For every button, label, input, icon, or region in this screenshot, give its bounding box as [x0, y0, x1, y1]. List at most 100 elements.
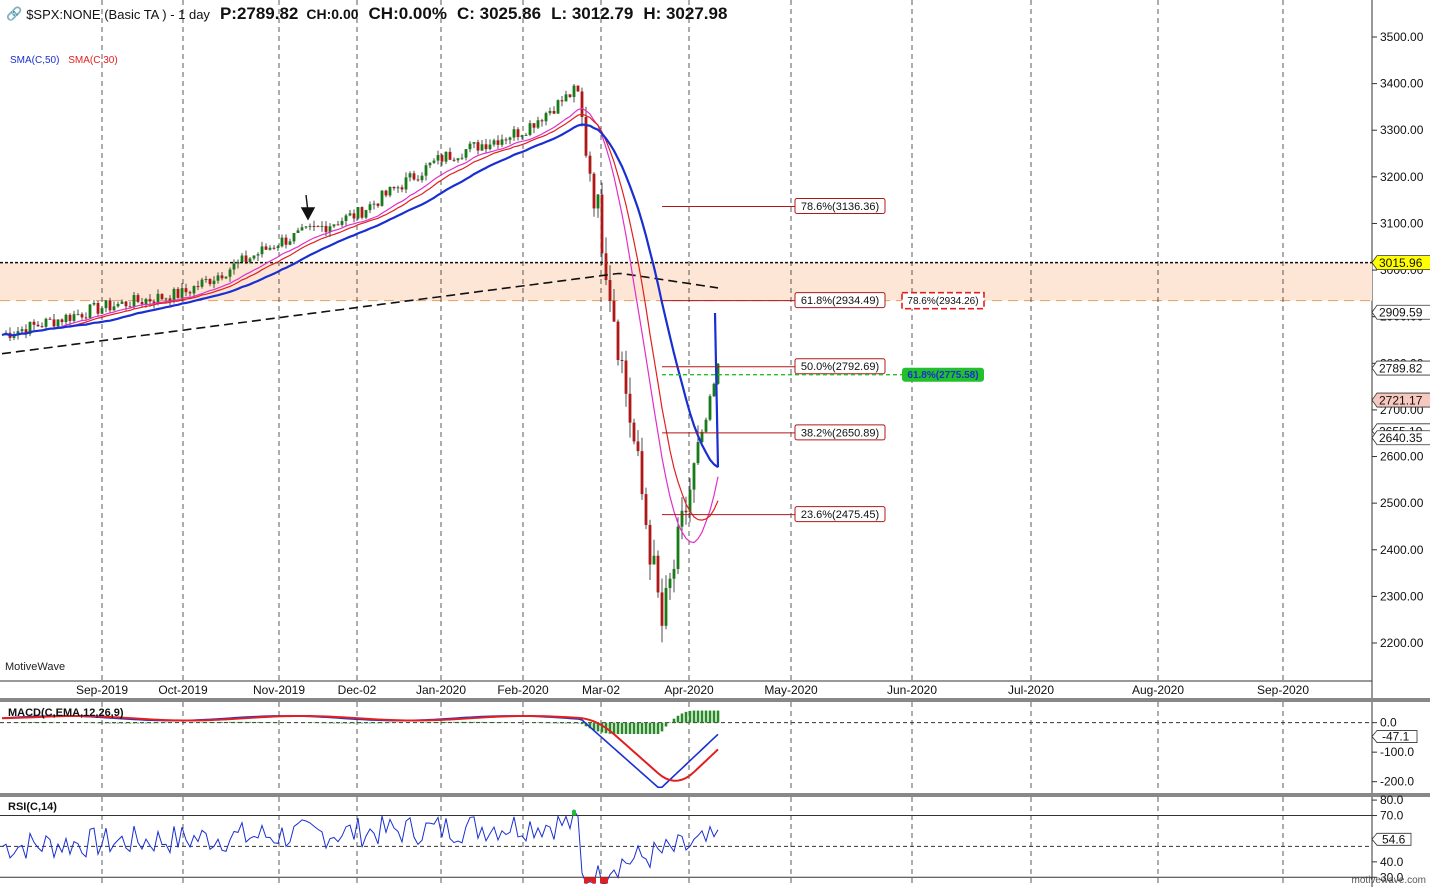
- candle-body: [360, 207, 364, 218]
- candle-body: [504, 139, 508, 141]
- macd-histogram-bar: [376, 722, 380, 724]
- fib-projection-box: [901, 291, 985, 310]
- brand-watermark: MotiveWave: [5, 661, 66, 673]
- macd-histogram-bar: [480, 721, 484, 723]
- macd-histogram-bar: [144, 722, 148, 724]
- candle-body: [320, 225, 324, 227]
- candle-body: [324, 225, 328, 232]
- candle-body: [196, 286, 200, 288]
- candle-body: [684, 510, 688, 513]
- price-tag: [1371, 392, 1430, 408]
- candle-body: [24, 329, 28, 335]
- macd-histogram-bar: [132, 722, 136, 724]
- rsi-value-label: 54.6: [1382, 832, 1406, 846]
- close-label: C: 3025.86: [456, 4, 542, 23]
- fib-label: 23.6%(2475.45): [801, 509, 879, 521]
- candle-body: [312, 225, 316, 227]
- macd-histogram-bar: [568, 722, 572, 724]
- price-label: P:2789.82: [219, 4, 299, 23]
- candle-body: [120, 301, 124, 304]
- macd-histogram-bar: [652, 722, 656, 734]
- fib-label-box: [794, 198, 886, 215]
- macd-histogram-bar: [156, 722, 160, 724]
- candle-body: [172, 288, 176, 302]
- candle-body: [344, 215, 348, 222]
- legend-sma30[interactable]: SMA(C,30): [68, 55, 118, 66]
- candle-body: [376, 203, 380, 206]
- candle-body: [300, 227, 304, 231]
- macd-histogram-bar: [556, 722, 560, 724]
- candle-body: [304, 226, 308, 228]
- macd-histogram-bar: [632, 722, 636, 734]
- fib-label: 61.8%(2934.49): [801, 295, 879, 307]
- macd-histogram-bar: [120, 722, 124, 724]
- sma50-line-ext: [713, 312, 720, 468]
- candle-body: [508, 137, 512, 140]
- candle-body: [108, 300, 112, 311]
- x-tick-label: Feb-2020: [497, 683, 549, 697]
- change-label: CH:0.00: [306, 6, 359, 22]
- candle-body: [676, 526, 680, 569]
- candle-body: [584, 117, 588, 156]
- candle-body: [200, 279, 204, 287]
- candle-body: [392, 186, 396, 189]
- candle-body: [692, 463, 696, 490]
- fib-label-box: [794, 506, 886, 523]
- symbol-label: $SPX:NONE (Basic TA ) - 1 day: [26, 6, 210, 22]
- candle-body: [620, 359, 624, 361]
- macd-histogram-bar: [112, 722, 116, 724]
- candle-body: [276, 246, 280, 249]
- candle-body: [296, 230, 300, 233]
- candle-body: [136, 295, 140, 302]
- candle-body: [700, 431, 704, 443]
- macd-histogram-bar: [496, 722, 500, 723]
- candle-body: [148, 299, 152, 302]
- candle-body: [712, 383, 716, 397]
- candle-body: [328, 226, 332, 232]
- macd-histogram-bar: [264, 722, 268, 723]
- candle-body: [420, 175, 424, 181]
- candle-body: [668, 578, 672, 589]
- candle-body: [144, 299, 148, 305]
- candle-body: [656, 555, 660, 593]
- rsi-title[interactable]: RSI(C,14): [8, 801, 57, 813]
- candle-body: [244, 255, 248, 263]
- candle-body: [500, 139, 504, 145]
- candle-body: [156, 293, 160, 304]
- candle-body: [608, 280, 612, 301]
- legend-sma50[interactable]: SMA(C,50): [10, 55, 60, 66]
- rsi-oversold-fill: [592, 877, 596, 884]
- macd-title[interactable]: MACD(C,EMA,12,26,9): [8, 707, 124, 719]
- macd-histogram-bar: [124, 722, 128, 724]
- candles: [4, 83, 720, 643]
- candle-body: [408, 173, 412, 178]
- candle-body: [568, 94, 572, 97]
- macd-histogram-bar: [576, 722, 580, 724]
- macd-histogram-bar: [716, 710, 720, 723]
- candle-body: [68, 314, 72, 321]
- candle-body: [444, 151, 448, 162]
- link-icon[interactable]: 🔗: [6, 6, 23, 21]
- rsi-tick-label: 80.0: [1380, 793, 1404, 807]
- candle-body: [48, 318, 52, 320]
- macd-histogram-bar: [484, 721, 488, 723]
- macd-histogram-bar: [692, 710, 696, 723]
- macd-histogram-bar: [336, 722, 340, 724]
- price-tag-label: 2789.82: [1379, 362, 1423, 376]
- macd-histogram-bar: [100, 722, 104, 724]
- candle-body: [84, 317, 88, 319]
- macd-histogram-bar: [596, 722, 600, 732]
- candle-body: [76, 314, 80, 316]
- candle-body: [168, 298, 172, 302]
- candle-body: [388, 186, 392, 196]
- fib-label: 78.6%(3136.36): [801, 201, 879, 213]
- candle-body: [184, 288, 188, 293]
- candle-body: [260, 246, 264, 255]
- candle-body: [480, 144, 484, 151]
- candle-body: [716, 363, 720, 384]
- candle-body: [612, 300, 616, 322]
- macd-signal-line: [1, 714, 719, 782]
- chart-header: 🔗 $SPX:NONE (Basic TA ) - 1 day P:2789.8…: [6, 3, 727, 25]
- candle-body: [188, 292, 192, 294]
